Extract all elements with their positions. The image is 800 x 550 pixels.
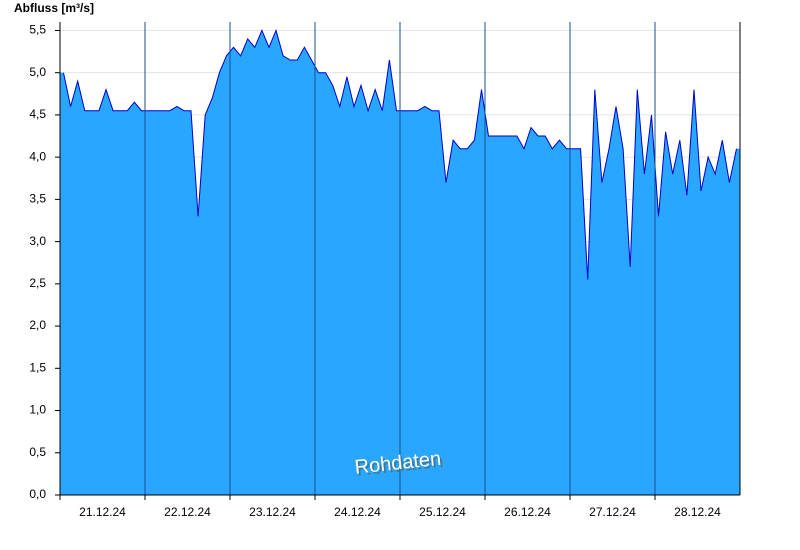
x-tick-label: 22.12.24 (164, 505, 211, 519)
y-tick-label: 3,5 (29, 192, 46, 206)
x-tick-label: 21.12.24 (79, 505, 126, 519)
y-tick-label: 3,0 (29, 234, 46, 248)
y-axis-title: Abfluss [m³/s] (14, 1, 94, 15)
y-tick-label: 5,5 (29, 23, 46, 37)
y-tick-label: 4,0 (29, 149, 46, 163)
y-tick-label: 2,0 (29, 318, 46, 332)
x-tick-label: 25.12.24 (419, 505, 466, 519)
x-tick-label: 28.12.24 (674, 505, 721, 519)
y-tick-label: 0,0 (29, 487, 46, 501)
x-tick-label: 24.12.24 (334, 505, 381, 519)
x-tick-label: 23.12.24 (249, 505, 296, 519)
y-tick-label: 1,0 (29, 403, 46, 417)
x-tick-label: 27.12.24 (589, 505, 636, 519)
x-tick-label: 26.12.24 (504, 505, 551, 519)
y-tick-label: 1,5 (29, 360, 46, 374)
y-tick-label: 4,5 (29, 107, 46, 121)
y-tick-label: 2,5 (29, 276, 46, 290)
y-tick-label: 5,0 (29, 65, 46, 79)
y-tick-label: 0,5 (29, 445, 46, 459)
